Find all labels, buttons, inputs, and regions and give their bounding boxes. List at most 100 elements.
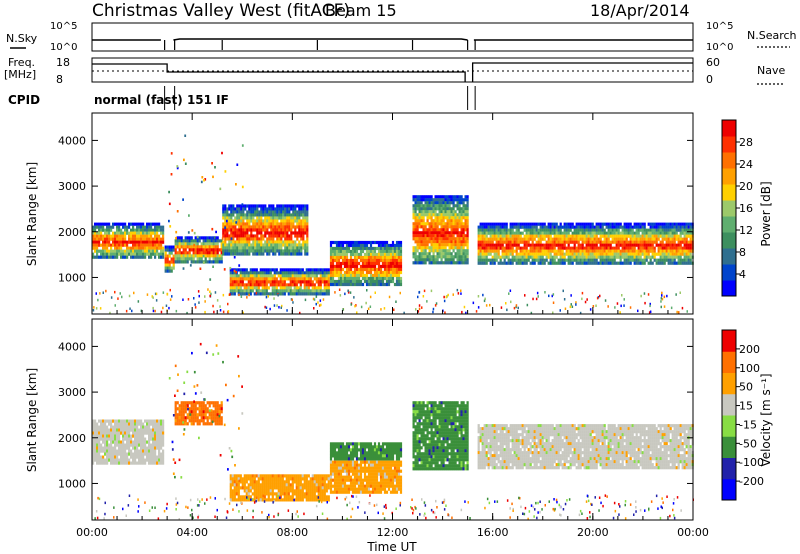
echo-cell	[142, 246, 145, 250]
echo-cell	[331, 261, 335, 266]
echo-cell	[639, 261, 642, 265]
echo-cell	[605, 258, 608, 262]
echo-cell	[258, 252, 261, 256]
echo-cell	[420, 252, 423, 256]
echo-cell	[545, 240, 548, 244]
echo-cell	[633, 225, 636, 229]
echo-cell	[375, 258, 379, 263]
echo-cell	[176, 242, 179, 246]
echo-cell	[104, 452, 107, 456]
scatter-cell	[186, 311, 188, 315]
echo-cell	[422, 207, 425, 211]
echo-cell	[266, 216, 269, 220]
echo-cell	[464, 249, 467, 253]
scatter-cell	[403, 311, 405, 315]
echo-cell	[260, 210, 263, 214]
echo-cell	[264, 246, 267, 250]
echo-cell	[108, 452, 111, 456]
echo-cell	[371, 279, 375, 284]
echo-cell	[309, 283, 312, 287]
echo-cell	[98, 249, 101, 253]
echo-cell	[224, 243, 227, 247]
echo-cell	[355, 270, 359, 275]
echo-cell	[126, 246, 129, 250]
echo-cell	[114, 446, 117, 450]
echo-cell	[573, 225, 576, 229]
scatter-cell	[204, 310, 206, 314]
echo-cell	[381, 282, 385, 287]
scatter-cell	[614, 306, 616, 309]
echo-cell	[426, 204, 429, 208]
echo-cell	[234, 222, 237, 226]
echo-cell	[663, 228, 666, 232]
echo-cell	[597, 249, 600, 253]
echo-cell	[291, 289, 294, 293]
echo-cell	[254, 222, 257, 226]
echo-cell	[106, 419, 109, 423]
echo-cell	[164, 260, 167, 264]
echo-cell	[579, 222, 582, 226]
echo-cell	[567, 243, 570, 247]
echo-cell	[327, 289, 330, 293]
echo-cell	[363, 240, 367, 245]
echo-cell	[96, 461, 99, 465]
echo-cell	[136, 419, 139, 423]
echo-cell	[432, 261, 435, 265]
echo-cell	[126, 422, 129, 426]
echo-cell	[434, 240, 437, 244]
echo-cell	[253, 271, 256, 275]
echo-cell	[422, 222, 425, 226]
echo-cell	[531, 222, 534, 226]
echo-cell	[218, 239, 221, 243]
echo-cell	[284, 240, 287, 244]
scatter-cell	[435, 302, 438, 305]
echo-cell	[653, 240, 656, 244]
echo-cell	[529, 255, 532, 259]
echo-cell	[673, 243, 676, 247]
echo-cell	[270, 213, 273, 217]
echo-cell	[519, 231, 522, 235]
echo-cell	[483, 234, 486, 238]
echo-cell	[625, 228, 628, 232]
echo-cell	[420, 219, 423, 223]
echo-cell	[611, 234, 614, 238]
echo-cell	[300, 210, 303, 214]
echo-cell	[132, 422, 135, 426]
echo-cell	[499, 258, 502, 262]
echo-cell	[302, 228, 305, 232]
echo-cell	[466, 231, 469, 235]
colorbar-cell	[722, 120, 736, 137]
echo-cell	[329, 282, 333, 287]
echo-cell	[424, 198, 427, 202]
echo-cell	[329, 243, 333, 248]
echo-cell	[98, 437, 101, 441]
echo-cell	[196, 242, 199, 246]
echo-cell	[106, 446, 109, 450]
echo-cell	[311, 286, 314, 290]
echo-cell	[491, 234, 494, 238]
echo-cell	[389, 258, 393, 263]
echo-cell	[515, 243, 518, 247]
echo-cell	[256, 228, 259, 232]
echo-cell	[497, 222, 500, 226]
echo-cell	[92, 243, 95, 247]
echo-cell	[233, 292, 236, 296]
echo-cell	[357, 270, 361, 275]
echo-cell	[464, 195, 467, 199]
echo-cell	[641, 252, 644, 256]
echo-cell	[138, 246, 141, 250]
echo-cell	[252, 237, 255, 241]
echo-cell	[565, 246, 568, 250]
echo-cell	[635, 225, 638, 229]
echo-cell	[282, 207, 285, 211]
echo-cell	[178, 260, 181, 264]
echo-cell	[454, 216, 457, 220]
echo-cell	[416, 243, 419, 247]
echo-cell	[619, 252, 622, 256]
nsky-trace	[92, 38, 693, 41]
echo-cell	[272, 231, 275, 235]
echo-cell	[448, 219, 451, 223]
echo-cell	[170, 248, 173, 252]
echo-cell	[495, 255, 498, 259]
